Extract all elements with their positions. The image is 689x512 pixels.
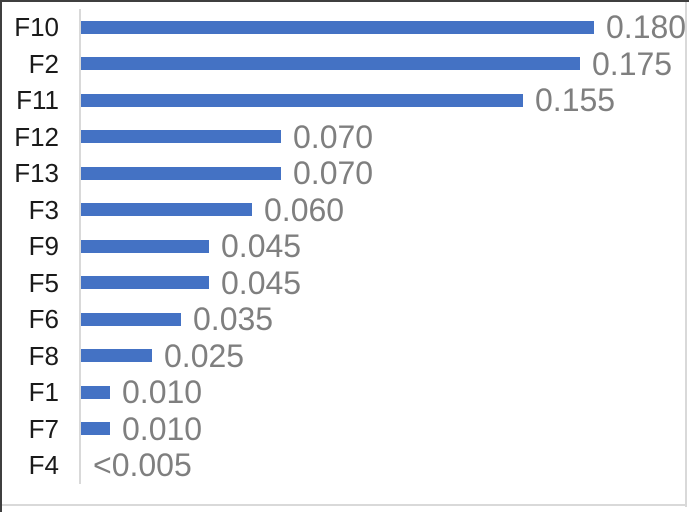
chart-row: F6 0.035: [2, 301, 685, 338]
bar: [81, 57, 580, 71]
category-label: F13: [14, 158, 59, 189]
bar: [81, 166, 281, 180]
category-label: F12: [14, 121, 59, 152]
chart-row: F12 0.070: [2, 119, 685, 156]
frame-right-border: [685, 2, 687, 507]
category-label: F1: [28, 377, 59, 408]
bar: [81, 349, 152, 363]
bar: [81, 20, 594, 34]
category-label: F4: [28, 450, 59, 481]
bar-area: 0.155: [81, 82, 685, 119]
bar-area: 0.180: [81, 9, 686, 46]
bar-area: 0.045: [81, 228, 685, 265]
bar-area: 0.070: [81, 155, 685, 192]
bar: [81, 93, 523, 107]
bar-area: 0.175: [81, 46, 685, 83]
chart-row: F11 0.155: [2, 82, 685, 119]
value-label: 0.025: [164, 337, 245, 374]
chart-rows: F10 0.180 F2 0.175 F11 0.155 F12 0.070 F13 0.070 F…: [2, 9, 686, 484]
bar: [81, 385, 110, 399]
bar-area: <0.005: [81, 447, 685, 484]
bar-area: 0.045: [81, 265, 685, 302]
bar-area: 0.035: [81, 301, 685, 338]
bar-area: 0.010: [81, 411, 685, 448]
category-label: F11: [16, 85, 59, 116]
category-label: F9: [28, 231, 59, 262]
value-label: 0.035: [193, 301, 274, 338]
chart-row: F7 0.010: [2, 411, 685, 448]
category-label: F6: [28, 304, 59, 335]
value-label: 0.045: [221, 264, 302, 301]
chart-row: F5 0.045: [2, 265, 685, 302]
category-label: F5: [28, 267, 59, 298]
bar: [81, 276, 209, 290]
bar: [81, 422, 110, 436]
value-label: 0.175: [592, 45, 673, 82]
value-label: 0.010: [122, 374, 203, 411]
bar-area: 0.025: [81, 338, 685, 375]
value-label: 0.045: [221, 228, 302, 265]
chart-row: F9 0.045: [2, 228, 685, 265]
frame-bottom-border: [2, 504, 687, 506]
bar-area: 0.060: [81, 192, 685, 229]
category-label: F2: [28, 48, 59, 79]
value-label: 0.070: [293, 155, 374, 192]
y-axis-line: [79, 9, 81, 484]
value-label: 0.010: [122, 410, 203, 447]
category-label: F7: [28, 413, 59, 444]
value-label: 0.180: [606, 9, 687, 46]
bar-area: 0.010: [81, 374, 685, 411]
chart-row: F3 0.060: [2, 192, 685, 229]
category-label: F10: [14, 12, 59, 43]
value-label: 0.070: [293, 118, 374, 155]
chart-row: F1 0.010: [2, 374, 685, 411]
bar-area: 0.070: [81, 119, 685, 156]
category-label: F8: [28, 340, 59, 371]
bar: [81, 130, 281, 144]
value-label: 0.155: [535, 82, 616, 119]
category-label: F3: [28, 194, 59, 225]
chart-row: F13 0.070: [2, 155, 685, 192]
bar: [81, 203, 252, 217]
bar: [81, 239, 209, 253]
value-label: 0.060: [264, 191, 345, 228]
value-label: <0.005: [93, 447, 192, 484]
chart-row: F10 0.180: [2, 9, 686, 46]
bar: [81, 312, 181, 326]
chart-row: F4 <0.005: [2, 447, 685, 484]
chart-row: F2 0.175: [2, 46, 685, 83]
chart-row: F8 0.025: [2, 338, 685, 375]
